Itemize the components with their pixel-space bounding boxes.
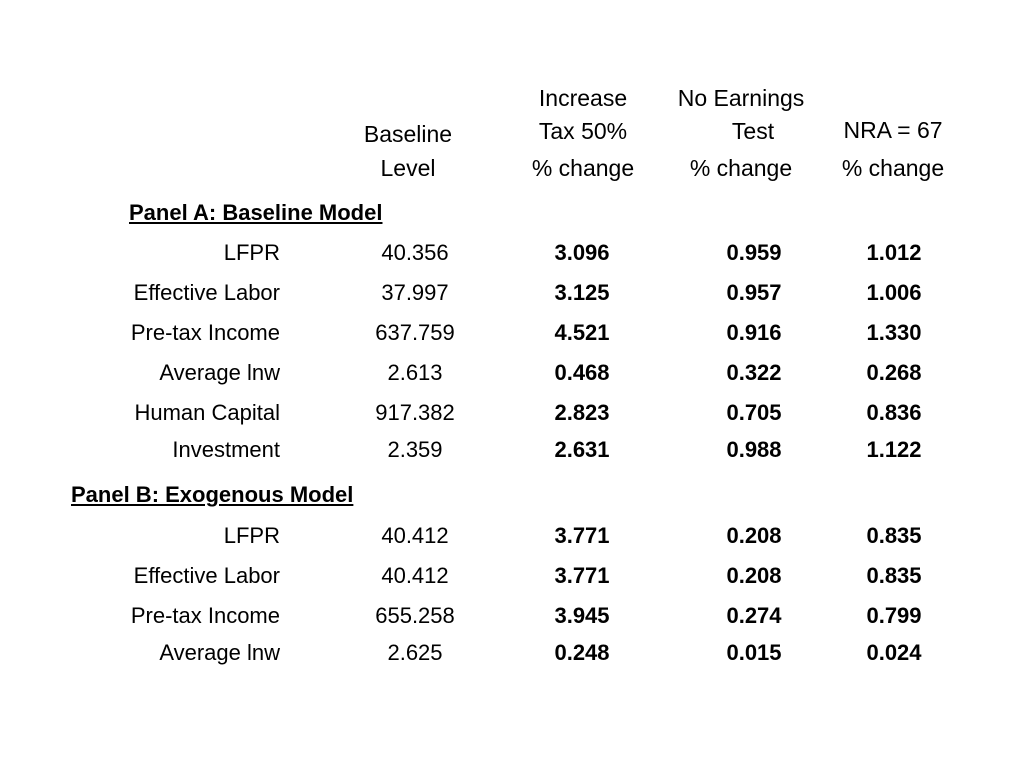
header-earnings-line3: % change: [689, 155, 793, 181]
panel-a-title: Panel A: Baseline Model: [129, 200, 383, 225]
header-baseline-line1: Baseline: [363, 121, 453, 147]
nra-value: 0.024: [866, 640, 922, 665]
earnings-value: 0.957: [726, 280, 782, 305]
nra-value: 0.799: [866, 603, 922, 628]
baseline-value: 40.412: [381, 563, 449, 588]
baseline-value: 2.625: [387, 640, 443, 665]
earnings-value: 0.916: [726, 320, 782, 345]
tax-value: 3.125: [554, 280, 610, 305]
baseline-value: 2.359: [387, 437, 443, 462]
tax-value: 0.248: [554, 640, 610, 665]
panel-b-title: Panel B: Exogenous Model: [71, 482, 354, 507]
earnings-value: 0.988: [726, 437, 782, 462]
baseline-value: 655.258: [375, 603, 455, 628]
header-tax-line3: % change: [531, 155, 635, 181]
nra-value: 0.835: [866, 523, 922, 548]
nra-value: 1.122: [866, 437, 922, 462]
row-label: Effective Labor: [133, 563, 280, 588]
earnings-value: 0.015: [726, 640, 782, 665]
earnings-value: 0.208: [726, 563, 782, 588]
row-label: Effective Labor: [133, 280, 280, 305]
tax-value: 2.631: [554, 437, 610, 462]
tax-value: 3.771: [554, 563, 610, 588]
baseline-value: 40.412: [381, 523, 449, 548]
earnings-value: 0.959: [726, 240, 782, 265]
baseline-value: 2.613: [387, 360, 443, 385]
header-tax-line2: Tax 50%: [538, 118, 628, 144]
header-nra-line2: % change: [841, 155, 945, 181]
row-label: Human Capital: [134, 400, 280, 425]
baseline-value: 637.759: [375, 320, 455, 345]
nra-value: 1.012: [866, 240, 922, 265]
row-label: Average lnw: [159, 640, 280, 665]
baseline-value: 917.382: [375, 400, 455, 425]
header-earnings-line1: No Earnings: [677, 85, 805, 111]
tax-value: 3.096: [554, 240, 610, 265]
baseline-value: 40.356: [381, 240, 449, 265]
baseline-value: 37.997: [381, 280, 449, 305]
header-tax-line1: Increase: [538, 85, 628, 111]
tax-value: 0.468: [554, 360, 610, 385]
nra-value: 0.835: [866, 563, 922, 588]
earnings-value: 0.322: [726, 360, 782, 385]
tax-value: 3.945: [554, 603, 610, 628]
header-earnings-line2: Test: [731, 118, 775, 144]
earnings-value: 0.208: [726, 523, 782, 548]
row-label: Pre-tax Income: [130, 320, 280, 345]
earnings-value: 0.705: [726, 400, 782, 425]
tax-value: 2.823: [554, 400, 610, 425]
row-label: LFPR: [223, 240, 280, 265]
nra-value: 1.330: [866, 320, 922, 345]
header-nra-line1: NRA = 67: [843, 117, 943, 143]
nra-value: 0.268: [866, 360, 922, 385]
row-label: Pre-tax Income: [130, 603, 280, 628]
row-label: Investment: [172, 437, 280, 462]
earnings-value: 0.274: [726, 603, 782, 628]
nra-value: 0.836: [866, 400, 922, 425]
nra-value: 1.006: [866, 280, 922, 305]
tax-value: 3.771: [554, 523, 610, 548]
header-baseline-line2: Level: [380, 155, 436, 181]
row-label: LFPR: [223, 523, 280, 548]
tax-value: 4.521: [554, 320, 610, 345]
row-label: Average lnw: [159, 360, 280, 385]
